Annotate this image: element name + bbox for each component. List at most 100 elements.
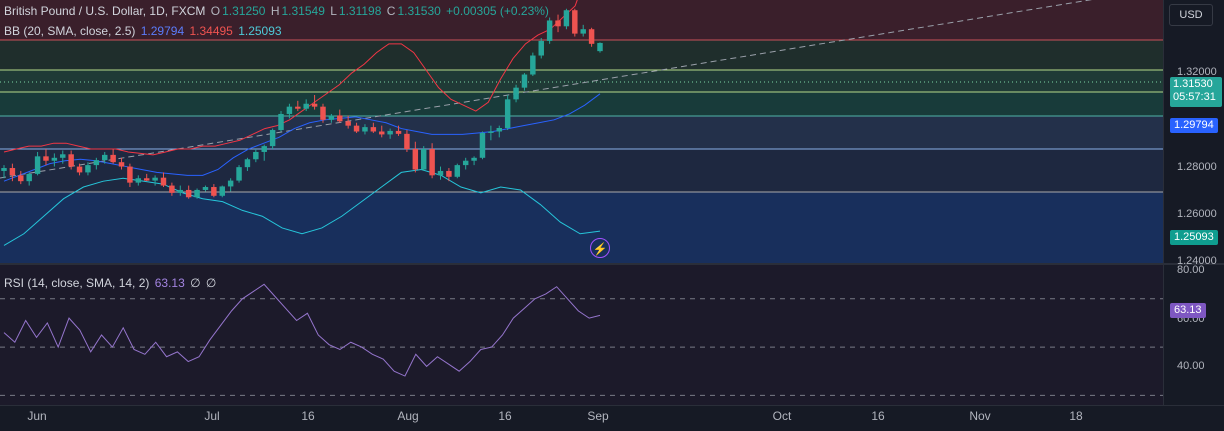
candle-body <box>110 154 116 163</box>
price-zone-band <box>0 70 1163 92</box>
candle-body <box>152 177 158 181</box>
candle-body <box>379 131 385 135</box>
candle-body <box>143 178 150 181</box>
time-tick: Nov <box>969 409 991 423</box>
price-tick: 1.26000 <box>1177 208 1217 220</box>
time-tick: 16 <box>871 409 885 423</box>
candle-body <box>404 133 410 150</box>
rsi-label: RSI (14, close, SMA, 14, 2) <box>4 276 150 290</box>
candle-body <box>572 10 578 34</box>
candle-body <box>118 162 125 167</box>
candle-body <box>429 149 435 176</box>
candle-body <box>93 160 100 166</box>
candle-body <box>580 29 586 34</box>
candle-body <box>437 170 444 176</box>
symbol-title[interactable]: British Pound / U.S. Dollar, 1D, FXCM <box>4 4 206 18</box>
rsi-extra-1: ∅ <box>190 276 201 290</box>
rsi-pane-bg <box>0 264 1163 405</box>
candle-body <box>496 127 502 132</box>
high-label: H <box>270 4 280 18</box>
candle-body <box>227 180 234 187</box>
time-tick: Jun <box>27 409 47 423</box>
candle-body <box>68 154 74 167</box>
time-tick: Oct <box>772 409 792 423</box>
candle-body <box>479 132 486 158</box>
candle-body <box>169 185 175 193</box>
candle-body <box>34 156 41 174</box>
time-tick: Jul <box>204 409 220 423</box>
rsi-tick: 40.00 <box>1177 360 1205 372</box>
candle-body <box>353 125 360 132</box>
candle-body <box>127 166 133 183</box>
rsi-legend[interactable]: RSI (14, close, SMA, 14, 2) 63.13 ∅ ∅ <box>4 276 218 290</box>
price-zone-band <box>0 92 1163 116</box>
price-tick: 1.24000 <box>1177 255 1217 267</box>
candle-body <box>488 131 494 133</box>
candle-body <box>303 103 309 109</box>
candle-body <box>420 149 427 170</box>
rsi-value: 63.13 <box>154 276 185 290</box>
candle-body <box>555 20 561 27</box>
candle-body <box>328 115 335 120</box>
candle-body <box>177 189 184 193</box>
candle-body <box>236 167 242 181</box>
candle-body <box>471 157 477 161</box>
candle-body <box>278 113 284 131</box>
candle-body <box>345 121 351 126</box>
candle-body <box>51 157 58 161</box>
candle-body <box>295 106 301 109</box>
candle-body <box>370 127 377 132</box>
candle-body <box>521 74 528 88</box>
time-tick: 18 <box>1069 409 1083 423</box>
candle-body <box>395 130 402 134</box>
candle-body <box>102 154 108 161</box>
candle-body <box>135 178 142 183</box>
candle-body <box>320 106 326 120</box>
candle-body <box>18 175 24 182</box>
rsi-value-badge: 63.13 <box>1170 303 1206 318</box>
bb-label: BB (20, SMA, close, 2.5) <box>4 24 136 38</box>
candle-body <box>588 29 595 44</box>
currency-button[interactable]: USD <box>1169 4 1213 26</box>
candle-body <box>504 99 511 128</box>
low-value: 1.31198 <box>338 4 382 18</box>
price-zone-band <box>0 116 1163 149</box>
bb-legend[interactable]: BB (20, SMA, close, 2.5) 1.29794 1.34495… <box>4 24 284 38</box>
candle-body <box>261 146 267 152</box>
time-tick: Sep <box>587 409 609 423</box>
rsi-line <box>3 283 601 377</box>
candle-body <box>76 166 83 173</box>
candle-body <box>362 127 368 132</box>
trend-line <box>0 0 1093 179</box>
candle-body <box>160 177 167 186</box>
bb-lower-line <box>3 168 601 246</box>
time-tick: 16 <box>301 409 315 423</box>
open-label: O <box>210 4 221 18</box>
bb-upper-line <box>3 0 578 156</box>
candle-body <box>446 170 452 177</box>
time-tick: 16 <box>498 409 512 423</box>
candle-body <box>286 106 293 114</box>
price-tick: 1.32000 <box>1177 66 1217 78</box>
lightning-alert-icon[interactable]: ⚡ <box>590 238 610 258</box>
candle-body <box>85 165 91 173</box>
bb-basis-badge: 1.29794 <box>1170 118 1218 133</box>
candle-body <box>211 187 217 196</box>
bar-countdown: 05:57:31 <box>1173 91 1216 103</box>
candle-body <box>219 186 225 196</box>
candle-body <box>244 159 251 168</box>
candle-body <box>60 154 66 158</box>
open-value: 1.31250 <box>222 4 266 18</box>
low-label: L <box>330 4 337 18</box>
candle-body <box>530 55 536 75</box>
candle-body <box>26 173 32 182</box>
candle-body <box>269 130 276 147</box>
candle-body <box>9 168 16 176</box>
last-price-value: 1.31530 <box>1173 78 1213 90</box>
high-value: 1.31549 <box>281 4 325 18</box>
price-zone-band <box>0 192 1163 263</box>
candle-body <box>563 10 570 27</box>
price-zone-band <box>0 40 1163 70</box>
